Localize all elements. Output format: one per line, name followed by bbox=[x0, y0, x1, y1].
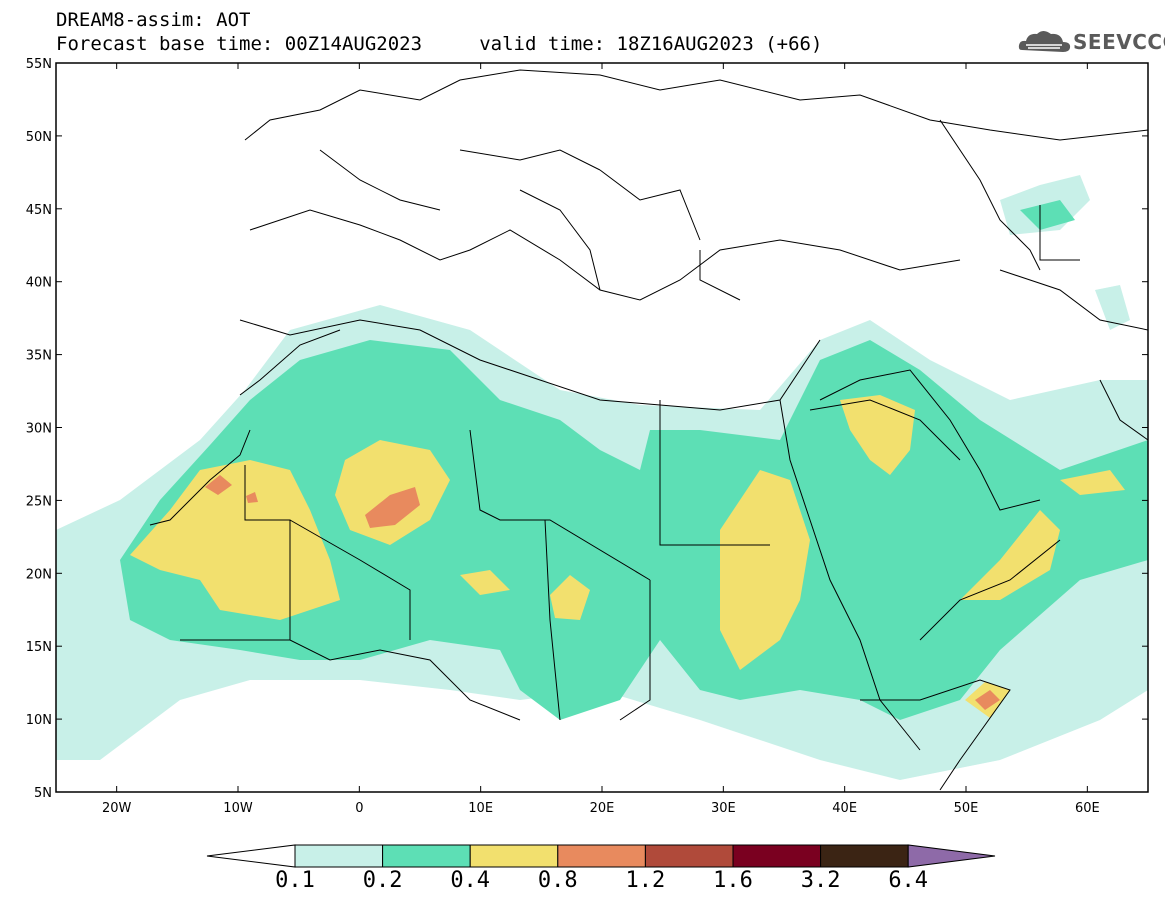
colorbar-swatch bbox=[294, 844, 384, 868]
seevccc-logo-text: SEEVCCC bbox=[1073, 30, 1165, 54]
aot-field-0p4-sudan bbox=[720, 470, 810, 670]
aot-field-0p4-central bbox=[335, 440, 450, 545]
longitude-axis: 20W 10W 0 10E 20E 30E 40E 50E 60E bbox=[102, 63, 1100, 816]
lon-tick-label: 50E bbox=[954, 801, 979, 816]
aot-field-0p4-niger bbox=[460, 570, 510, 595]
latitude-axis: 55N 50N 45N 40N 35N 30N 25N 20N 15N 10N 5N bbox=[26, 57, 1148, 801]
aot-field-0p4-chad bbox=[550, 575, 590, 620]
aot-field-0p4-gulf bbox=[1060, 470, 1125, 495]
country-borders bbox=[149, 69, 1148, 791]
forecast-time-subtitle: Forecast base time: 00Z14AUG2023 valid t… bbox=[56, 33, 823, 55]
colorbar-label: 0.2 bbox=[362, 868, 403, 893]
aot-field-0p4-oman bbox=[960, 510, 1060, 600]
cloud-logo-icon bbox=[1018, 31, 1071, 52]
aot-field-0p1-caspian bbox=[1095, 285, 1130, 330]
colorbar-under-triangle bbox=[206, 844, 296, 868]
colorbar-swatch bbox=[644, 844, 734, 868]
aot-field-0p8-wsahara bbox=[246, 492, 258, 503]
aot-contour-fields bbox=[56, 175, 1148, 780]
map-title: DREAM8-assim: AOT bbox=[56, 9, 251, 31]
lon-tick-label: 10E bbox=[468, 801, 493, 816]
lat-tick-label: 15N bbox=[26, 640, 52, 655]
aot-colorbar bbox=[206, 844, 996, 868]
lat-tick-label: 5N bbox=[34, 786, 52, 801]
lat-tick-label: 50N bbox=[26, 130, 52, 145]
colorbar-swatch bbox=[382, 844, 471, 868]
lat-tick-label: 35N bbox=[26, 349, 52, 364]
aot-field-0p8-mali bbox=[365, 487, 420, 528]
colorbar-label: 1.6 bbox=[713, 868, 753, 893]
aot-field-0p8-mauritania bbox=[205, 475, 232, 495]
colorbar-label: 3.2 bbox=[800, 868, 841, 893]
lat-tick-label: 30N bbox=[26, 422, 52, 437]
colorbar-label: 0.8 bbox=[537, 868, 578, 893]
colorbar-label: 0.1 bbox=[275, 868, 315, 893]
lon-tick-label: 30E bbox=[711, 801, 736, 816]
lat-tick-label: 25N bbox=[26, 494, 52, 509]
aot-field-0p4-arabia bbox=[840, 395, 915, 475]
colorbar-swatch bbox=[732, 844, 822, 868]
colorbar-over-triangle bbox=[907, 844, 996, 868]
aot-field-0p2-east bbox=[1020, 200, 1075, 230]
lon-tick-label: 10W bbox=[223, 801, 253, 816]
lon-tick-label: 20E bbox=[590, 801, 615, 816]
lat-tick-label: 20N bbox=[26, 567, 52, 582]
lat-tick-label: 55N bbox=[26, 57, 52, 72]
colorbar-label: 0.4 bbox=[450, 868, 491, 893]
lat-tick-label: 10N bbox=[26, 713, 52, 728]
lon-tick-label: 40E bbox=[832, 801, 857, 816]
lon-tick-label: 0 bbox=[355, 801, 363, 816]
lon-tick-label: 60E bbox=[1075, 801, 1100, 816]
lon-tick-label: 20W bbox=[102, 801, 132, 816]
colorbar-swatch bbox=[557, 844, 646, 868]
aot-field-0p4-west bbox=[130, 460, 340, 620]
aot-field-0p8-somalia bbox=[975, 690, 1000, 710]
lat-tick-label: 40N bbox=[26, 276, 52, 291]
lat-tick-label: 45N bbox=[26, 203, 52, 218]
colorbar-swatch bbox=[469, 844, 559, 868]
colorbar-swatch bbox=[820, 844, 909, 868]
colorbar-label: 1.2 bbox=[625, 868, 666, 893]
colorbar-label: 6.4 bbox=[888, 868, 929, 893]
